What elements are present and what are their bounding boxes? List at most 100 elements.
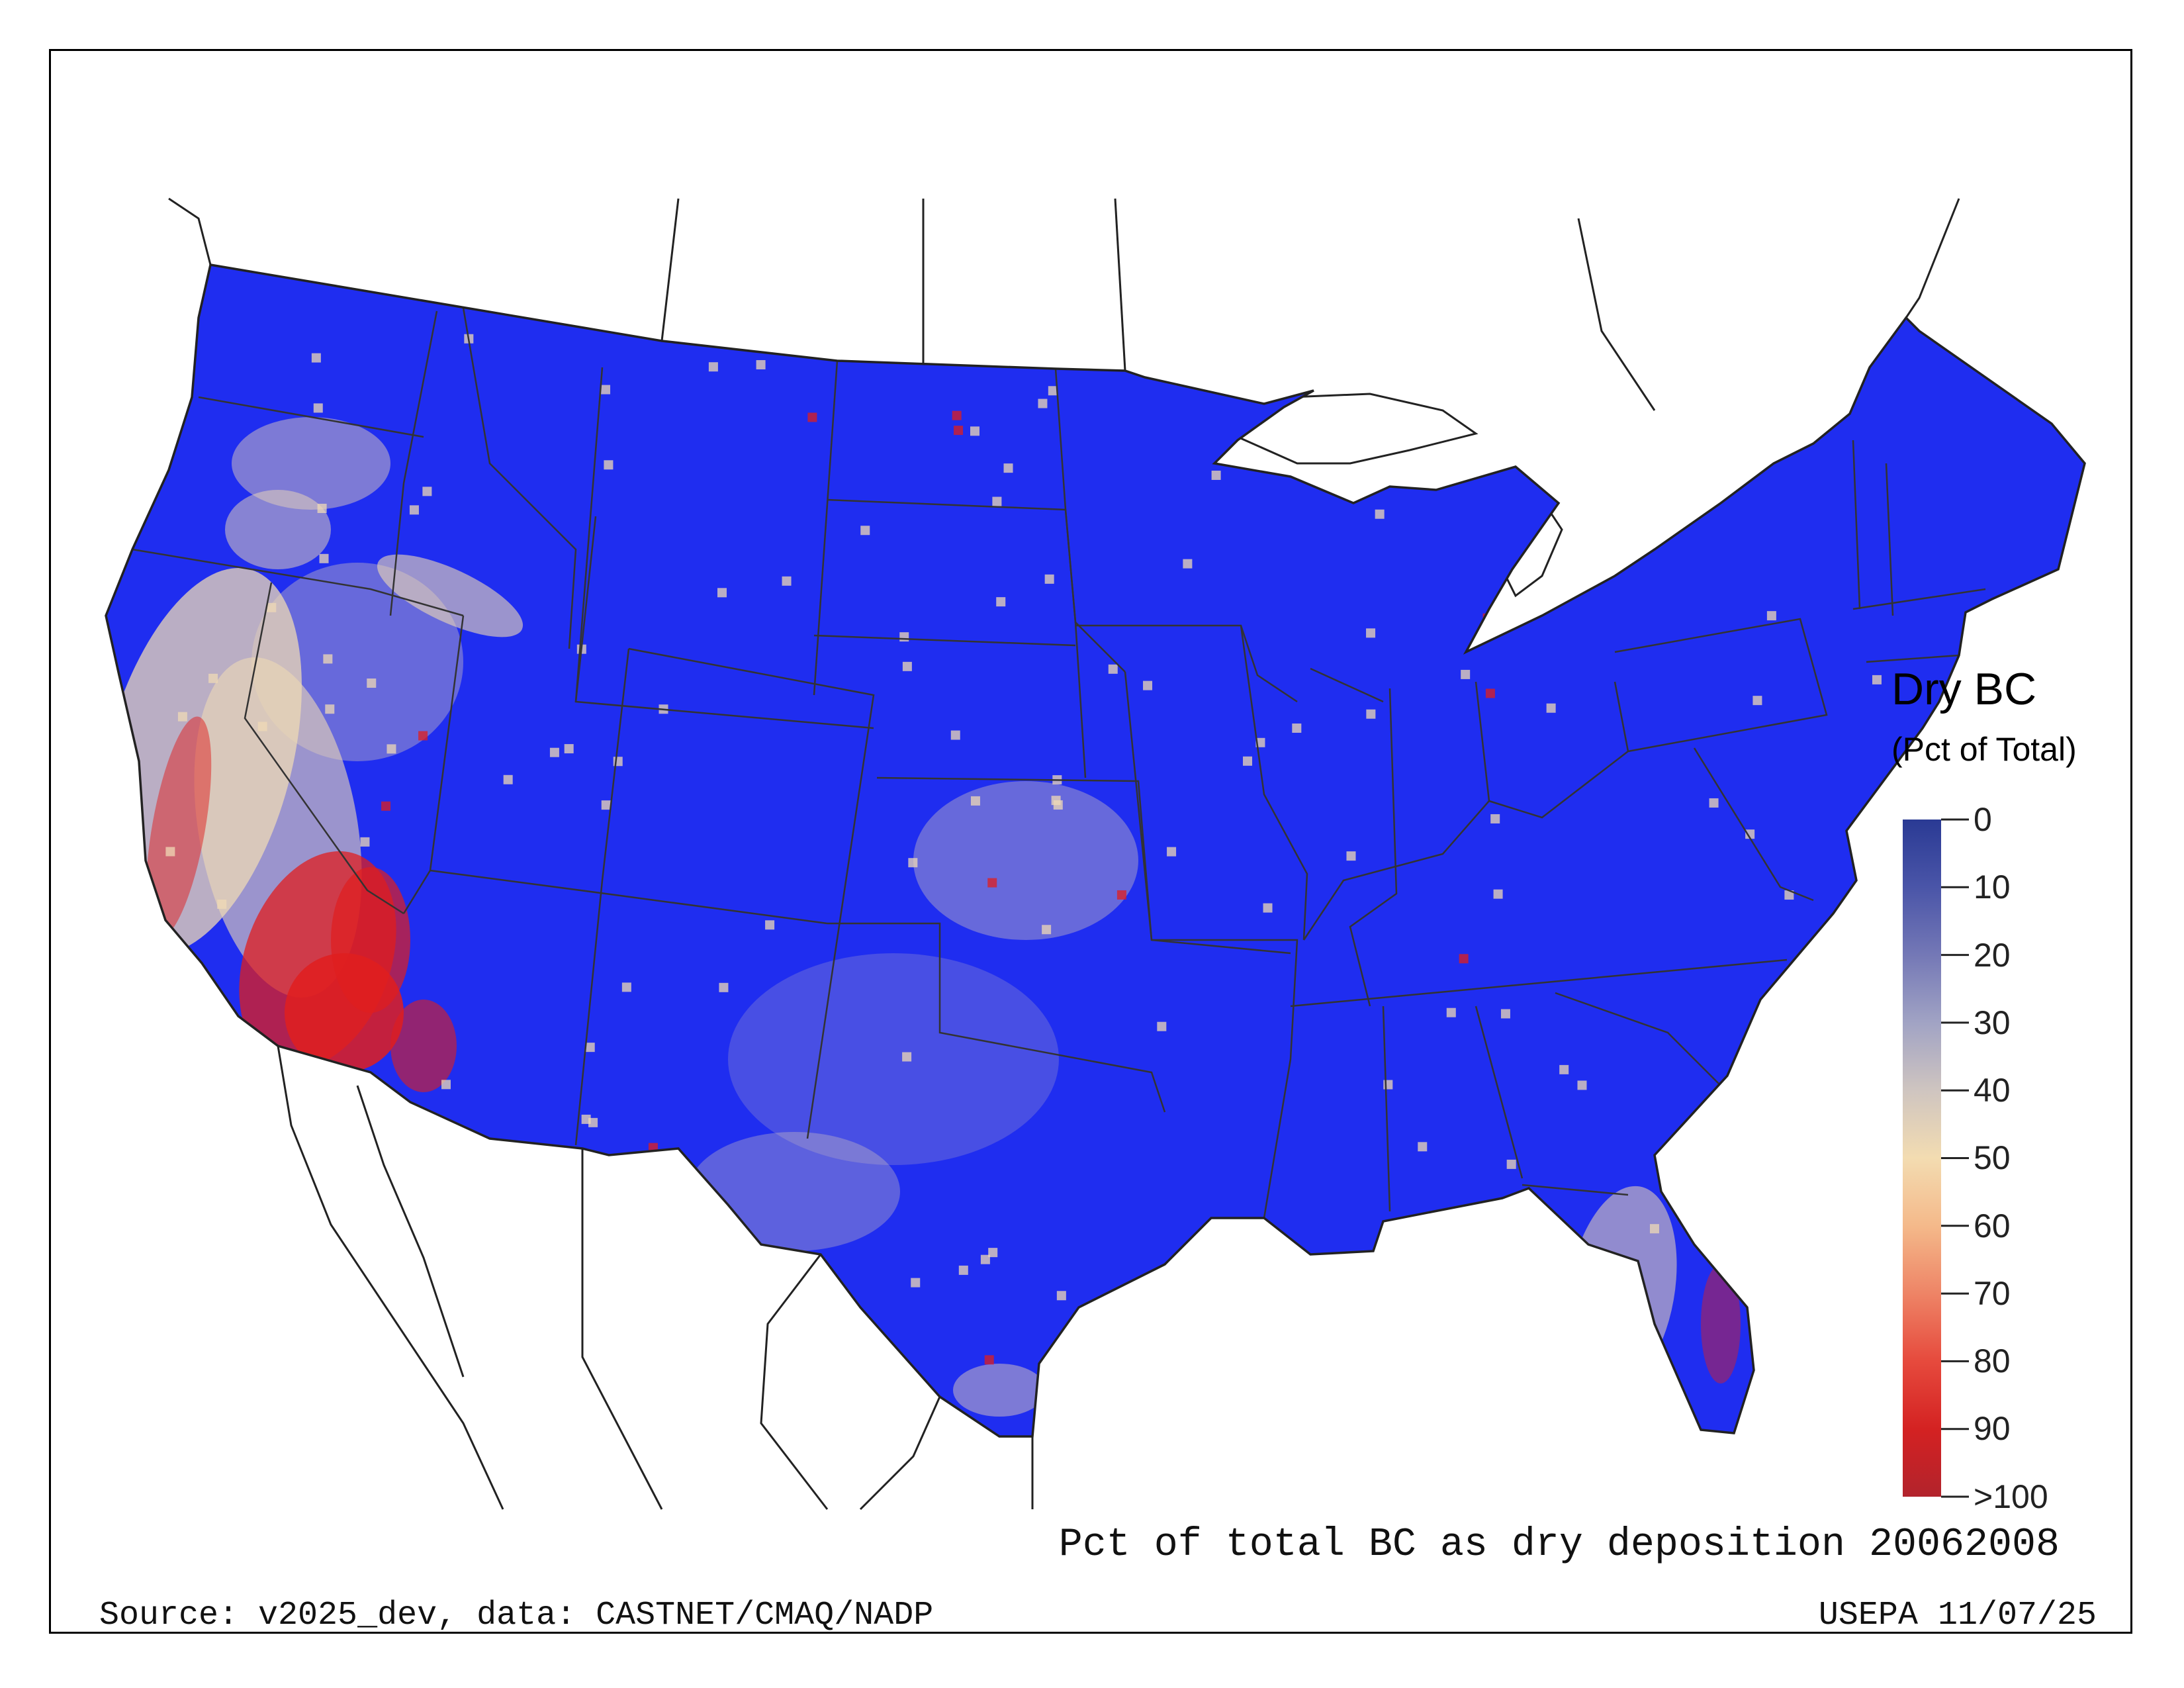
- surface-region: [1701, 1264, 1741, 1383]
- surface-cell: [782, 576, 792, 586]
- surface-cell: [255, 1325, 265, 1335]
- surface-cell: [418, 731, 428, 741]
- surface-cell: [360, 837, 370, 847]
- surface-cell: [1157, 1021, 1167, 1031]
- surface-cell: [1056, 1291, 1066, 1301]
- surface-cell: [165, 847, 175, 857]
- surface-cell: [308, 1311, 318, 1321]
- surface-region: [232, 417, 390, 510]
- surface-cell: [984, 1355, 994, 1365]
- surface-cell: [1752, 696, 1762, 706]
- surface-cell: [996, 597, 1006, 607]
- surface-cell: [581, 1114, 591, 1124]
- surface-cell: [992, 496, 1002, 506]
- surface-cell: [1183, 559, 1193, 569]
- surface-cell: [195, 1163, 205, 1173]
- surface-cell: [1418, 1142, 1428, 1152]
- surface-cell: [765, 920, 775, 930]
- surface-cell: [980, 1254, 990, 1264]
- legend-tick-label: 70: [1974, 1275, 2011, 1312]
- surface-cell: [1363, 1348, 1373, 1358]
- surface-cell: [1546, 703, 1556, 713]
- legend-colorbar: [1903, 820, 1941, 1497]
- surface-cell: [1942, 1229, 1952, 1239]
- surface-cell: [1332, 475, 1342, 485]
- surface-cell: [313, 403, 323, 413]
- surface-cell: [257, 722, 267, 731]
- surface-region: [390, 1000, 457, 1092]
- surface-cell: [911, 1278, 921, 1288]
- surface-region: [377, 554, 523, 637]
- surface-cell: [970, 796, 980, 806]
- legend-tick-label: 0: [1974, 801, 1992, 838]
- legend-tick-label: 60: [1974, 1207, 2011, 1244]
- legend-tick-label: 10: [1974, 868, 2011, 906]
- legend-tick-label: 50: [1974, 1139, 2011, 1176]
- agency-date-stamp: USEPA 11/07/25: [1818, 1597, 2097, 1634]
- surface-cell: [958, 1265, 968, 1275]
- surface-cell: [1559, 1064, 1569, 1074]
- surface-cell: [1003, 463, 1013, 473]
- surface-cell: [604, 460, 614, 470]
- surface-cell: [1649, 1224, 1659, 1234]
- surface-cell: [1466, 440, 1476, 450]
- surface-cell: [1375, 509, 1385, 519]
- surface-cell: [785, 1366, 795, 1376]
- surface-cell: [860, 526, 870, 536]
- surface-cell: [1446, 1008, 1456, 1017]
- state-boundaries: [132, 307, 1986, 1219]
- surface-cell: [1506, 1159, 1516, 1169]
- surface-cell: [899, 632, 909, 642]
- source-note: Source: v2025_dev, data: CASTNET/CMAQ/NA…: [99, 1597, 934, 1634]
- surface-cell: [311, 353, 321, 363]
- surface-cell: [717, 588, 727, 598]
- surface-cell: [954, 426, 964, 436]
- surface-cell: [1649, 520, 1659, 530]
- surface-cell: [1577, 1080, 1587, 1090]
- surface-cell: [902, 661, 912, 671]
- surface-cell: [988, 1248, 998, 1258]
- surface-cell: [1108, 664, 1118, 674]
- surface-cell: [1766, 611, 1776, 621]
- surface-cell: [392, 1102, 402, 1112]
- surface-cell: [807, 412, 817, 422]
- surface-region: [688, 1132, 900, 1251]
- lake-superior: [1236, 393, 1479, 465]
- surface-cell: [1184, 1298, 1194, 1308]
- surface-cell: [1167, 847, 1177, 857]
- legend-title: Dry BC: [1891, 664, 2037, 714]
- surface-cell: [1490, 814, 1500, 823]
- surface-cell: [1053, 800, 1063, 810]
- surface-cell: [719, 982, 729, 992]
- surface-cell: [1366, 628, 1376, 638]
- legend-subtitle: (Pct of Total): [1891, 731, 2077, 768]
- surface-cell: [950, 730, 960, 740]
- surface-region: [146, 716, 212, 939]
- surface-cell: [1211, 470, 1221, 480]
- surface-cell: [319, 553, 329, 563]
- surface-cell: [1880, 876, 1889, 886]
- surface-cell: [970, 426, 979, 436]
- surface-cell: [1927, 803, 1936, 813]
- surface-cell: [1860, 962, 1870, 972]
- surface-cell: [325, 704, 335, 714]
- legend-tick-label: 80: [1974, 1342, 2011, 1380]
- surface-cell: [1572, 1299, 1582, 1309]
- surface-region: [331, 867, 410, 1013]
- legend-tick-label: 20: [1974, 937, 2011, 974]
- surface-cell: [317, 504, 327, 514]
- surface-cell: [1044, 574, 1054, 584]
- surface-cell: [177, 712, 187, 722]
- surface-cell: [323, 654, 333, 664]
- surface-cell: [1243, 756, 1253, 766]
- surface-cell: [1292, 723, 1302, 733]
- surface-cell: [208, 673, 218, 683]
- surface-cell: [1774, 442, 1784, 451]
- surface-cell: [1048, 386, 1058, 396]
- surface-cell: [171, 987, 181, 997]
- legend-tick-label: >100: [1974, 1478, 2048, 1515]
- surface-cell: [1459, 954, 1469, 964]
- surface-cell: [1383, 1080, 1393, 1090]
- surface-cell: [217, 899, 227, 909]
- surface-cell: [549, 747, 559, 757]
